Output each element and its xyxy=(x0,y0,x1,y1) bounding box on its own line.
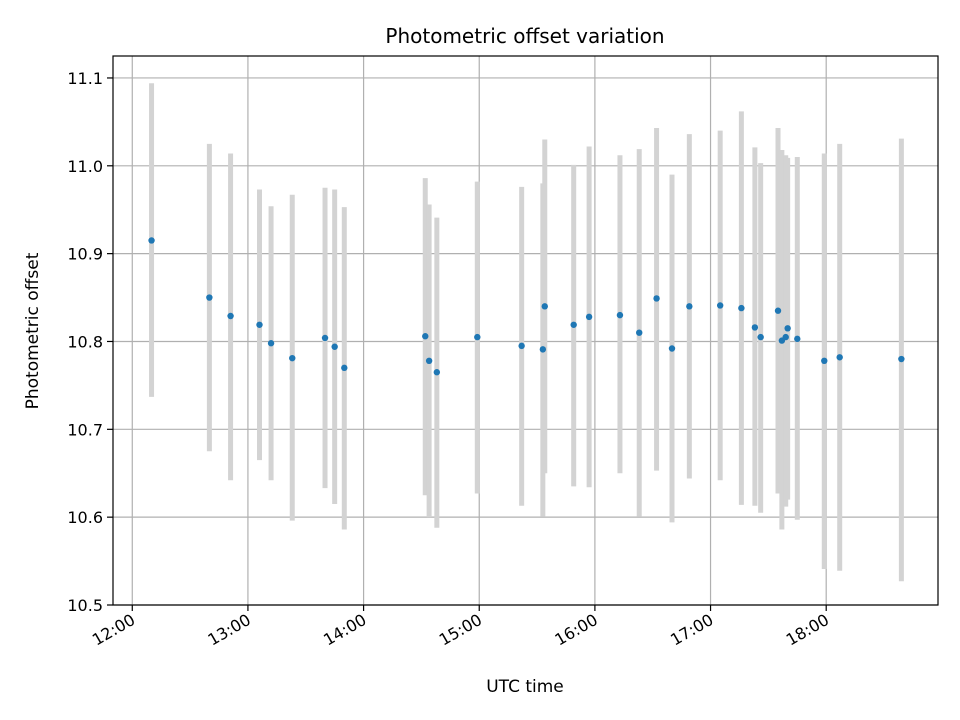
plot-frame xyxy=(112,55,939,606)
data-points xyxy=(148,237,905,376)
y-axis-label: Photometric offset xyxy=(23,252,43,409)
data-point xyxy=(267,340,275,347)
data-point xyxy=(474,333,481,341)
data-point xyxy=(782,333,789,341)
data-point xyxy=(585,313,593,321)
x-axis-label: UTC time xyxy=(486,677,564,697)
data-point xyxy=(774,307,782,314)
data-point xyxy=(836,354,843,361)
data-point xyxy=(227,312,234,320)
data-point xyxy=(668,345,676,352)
data-point xyxy=(898,355,905,363)
data-point xyxy=(518,342,525,350)
data-point xyxy=(425,357,433,365)
data-point xyxy=(636,329,643,336)
data-point xyxy=(256,321,263,328)
y-tick-label: 11.0 xyxy=(67,157,103,176)
data-point xyxy=(757,333,764,341)
data-point xyxy=(289,354,296,362)
y-tick-label: 10.8 xyxy=(67,332,103,351)
chart-title: Photometric offset variation xyxy=(385,24,664,48)
data-point xyxy=(716,302,724,309)
data-point xyxy=(653,295,660,302)
data-point xyxy=(784,325,791,332)
data-point xyxy=(422,333,429,340)
data-point xyxy=(541,303,548,310)
y-tick-label: 10.9 xyxy=(67,245,103,264)
data-point xyxy=(206,294,213,301)
y-tick-label: 10.7 xyxy=(67,420,103,439)
data-point xyxy=(331,343,338,350)
y-tick-label: 11.1 xyxy=(67,69,103,88)
data-point xyxy=(321,334,329,342)
data-point xyxy=(539,346,547,353)
data-point xyxy=(794,335,801,343)
grid xyxy=(113,56,938,606)
data-point xyxy=(148,237,155,244)
data-point xyxy=(616,311,624,319)
data-point xyxy=(341,364,348,372)
data-point xyxy=(570,321,577,328)
y-tick-label: 10.6 xyxy=(67,508,103,527)
data-point xyxy=(821,357,828,365)
data-point xyxy=(686,303,693,310)
y-tick-label: 10.5 xyxy=(67,596,103,615)
y-axis-ticks: 10.5 10.6 10.7 10.8 10.9 11.0 11.1 xyxy=(67,69,113,615)
data-point xyxy=(751,324,759,331)
data-point xyxy=(433,369,441,376)
data-point xyxy=(738,304,745,312)
